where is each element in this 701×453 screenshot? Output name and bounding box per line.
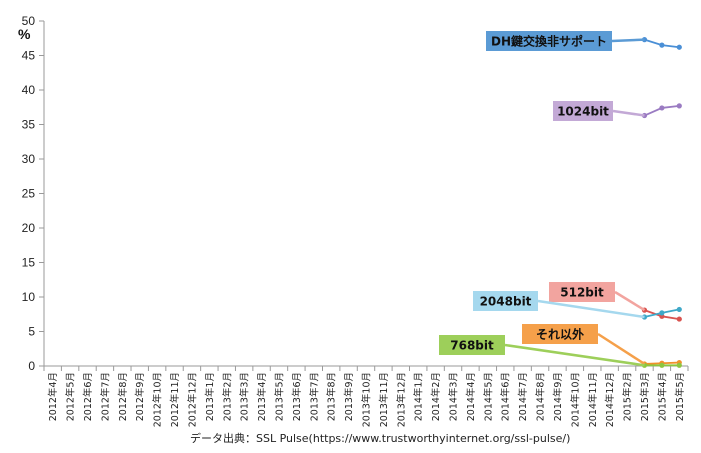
x-tick-label: 2013年9月 [343,372,355,421]
x-tick-label: 2014年4月 [465,372,477,421]
data-point [676,316,682,322]
data-point [659,362,665,368]
x-tick-label: 2015年2月 [622,372,634,421]
x-tick-label: 2013年3月 [239,372,251,421]
x-tick-label: 2012年12月 [186,372,198,427]
callout-pointer [612,109,645,117]
data-point [659,105,665,111]
series-label: DH鍵交換非サポート [491,34,607,49]
series-callouts: DH鍵交換非サポート 1024bit 512bit 2048bit それ以外 768bit [439,31,646,367]
callout-box [522,324,598,344]
x-tick-label: 2015年4月 [656,372,668,421]
x-tick-label: 2012年4月 [47,372,59,421]
data-point [659,42,665,48]
y-tick-label: 40 [22,83,36,97]
y-tick-label: 0 [28,359,35,373]
y-axis: 0 5 10 15 20 25 30 35 40 45 50 [22,14,45,373]
series-label: 512bit [560,286,604,300]
x-tick-label: 2014年11月 [587,372,599,427]
x-tick-label: 2012年6月 [82,372,94,421]
data-point [676,362,682,368]
x-tick-label: 2013年5月 [273,372,285,421]
callout-pointer [537,299,645,319]
x-tick-label: 2014年2月 [430,372,442,421]
series-lines [641,37,682,368]
x-tick-label: 2012年8月 [117,372,129,421]
callout-pointer [597,332,646,365]
x-tick-label: 2014年10月 [569,372,581,427]
x-tick-label: 2013年4月 [256,372,268,421]
callout-pointer [614,290,646,312]
data-point [676,306,682,313]
x-tick-label: 2014年3月 [448,372,460,421]
x-tick-label: 2014年12月 [604,372,616,427]
x-tick-label: 2013年2月 [221,372,233,421]
callout-box [486,31,612,51]
x-tick-label: 2014年9月 [552,372,564,421]
series-label: 2048bit [480,295,532,309]
y-tick-label: 50 [22,14,36,28]
x-tick-label: 2014年5月 [482,372,494,421]
x-tick-label: 2012年10月 [152,372,164,427]
x-tick-label: 2012年9月 [134,372,146,421]
series-label: それ以外 [536,327,584,342]
data-point [676,103,682,109]
x-tick-label: 2015年5月 [674,372,686,421]
y-tick-label: 45 [22,49,36,63]
callout-box [553,101,613,121]
callout-box [549,282,615,302]
callout-box [473,291,538,311]
data-point [676,44,682,50]
x-tick-label: 2013年12月 [395,372,407,427]
x-tick-label: 2014年6月 [500,372,512,421]
x-tick-label: 2012年11月 [169,372,181,427]
y-tick-label: 20 [22,221,36,235]
callout-pointer [504,343,645,367]
x-tick-label: 2013年6月 [291,372,303,421]
callout-pointer [611,38,645,43]
y-tick-label: 35 [22,118,36,132]
x-tick-label: 2013年11月 [378,372,390,427]
x-tick-label: 2013年7月 [308,372,320,421]
callout-box [439,335,505,355]
y-unit-label: % [18,26,31,42]
x-tick-label: 2015年3月 [639,372,651,421]
x-tick-label: 2013年8月 [326,372,338,421]
y-tick-label: 30 [22,152,36,166]
y-tick-label: 25 [22,187,36,201]
x-tick-label: 2014年1月 [413,372,425,421]
x-axis: 2012年4月 2012年5月 2012年6月 2012年7月 2012年8月 2012年… [43,365,689,427]
y-tick-label: 15 [22,256,36,270]
y-tick-label: 5 [28,325,35,339]
x-tick-label: 2013年10月 [361,372,373,427]
series-label: 1024bit [557,105,609,119]
y-tick-label: 10 [22,290,36,304]
x-tick-label: 2014年8月 [535,372,547,421]
x-tick-label: 2013年1月 [204,372,216,421]
x-tick-label: 2014年7月 [517,372,529,421]
source-note: データ出典：SSL Pulse(https://www.trustworthyi… [190,431,570,445]
series-label: 768bit [450,339,494,353]
data-point [659,310,665,316]
x-tick-label: 2012年7月 [99,372,111,421]
x-tick-label: 2012年5月 [65,372,77,421]
